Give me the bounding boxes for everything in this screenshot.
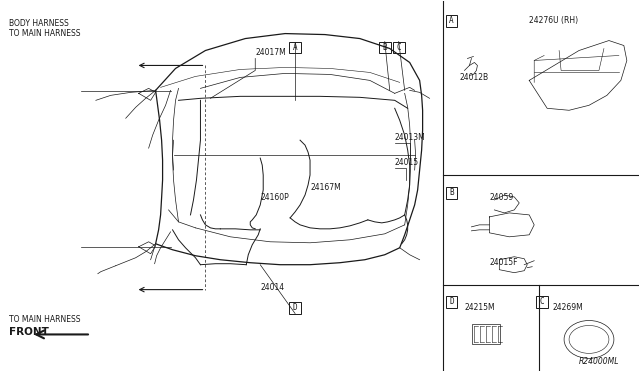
Text: C: C [396, 43, 401, 52]
Text: B: B [383, 43, 387, 52]
Text: A: A [292, 43, 298, 52]
Text: TO MAIN HARNESS: TO MAIN HARNESS [9, 29, 81, 38]
Text: 24012B: 24012B [460, 73, 488, 82]
Text: TO MAIN HARNESS: TO MAIN HARNESS [9, 314, 81, 324]
Text: 24160P: 24160P [260, 193, 289, 202]
Text: D: D [449, 297, 454, 306]
Text: B: B [449, 189, 454, 198]
Text: 24015: 24015 [395, 158, 419, 167]
Bar [472, 324, 500, 344]
Bar [393, 42, 404, 54]
Text: 24017M: 24017M [255, 48, 286, 58]
Bar [445, 15, 458, 26]
Bar [445, 187, 458, 199]
Text: 24276U (RH): 24276U (RH) [529, 16, 579, 25]
Text: FRONT: FRONT [9, 327, 49, 337]
Text: 24059: 24059 [490, 193, 514, 202]
Text: C: C [540, 297, 545, 306]
Bar [445, 296, 458, 308]
Bar [289, 42, 301, 54]
Bar [536, 296, 548, 308]
Text: BODY HARNESS: BODY HARNESS [9, 19, 69, 28]
Text: 24014: 24014 [260, 283, 284, 292]
Text: D: D [292, 303, 298, 312]
Text: R24000ML: R24000ML [579, 357, 620, 366]
Text: 24013M: 24013M [395, 133, 426, 142]
Text: 24269M: 24269M [552, 302, 583, 311]
Text: 24215M: 24215M [465, 302, 495, 311]
Text: 24015F: 24015F [490, 258, 518, 267]
Bar [379, 42, 391, 54]
Bar [289, 302, 301, 314]
Text: 24167M: 24167M [310, 183, 340, 192]
Text: A: A [449, 16, 454, 25]
